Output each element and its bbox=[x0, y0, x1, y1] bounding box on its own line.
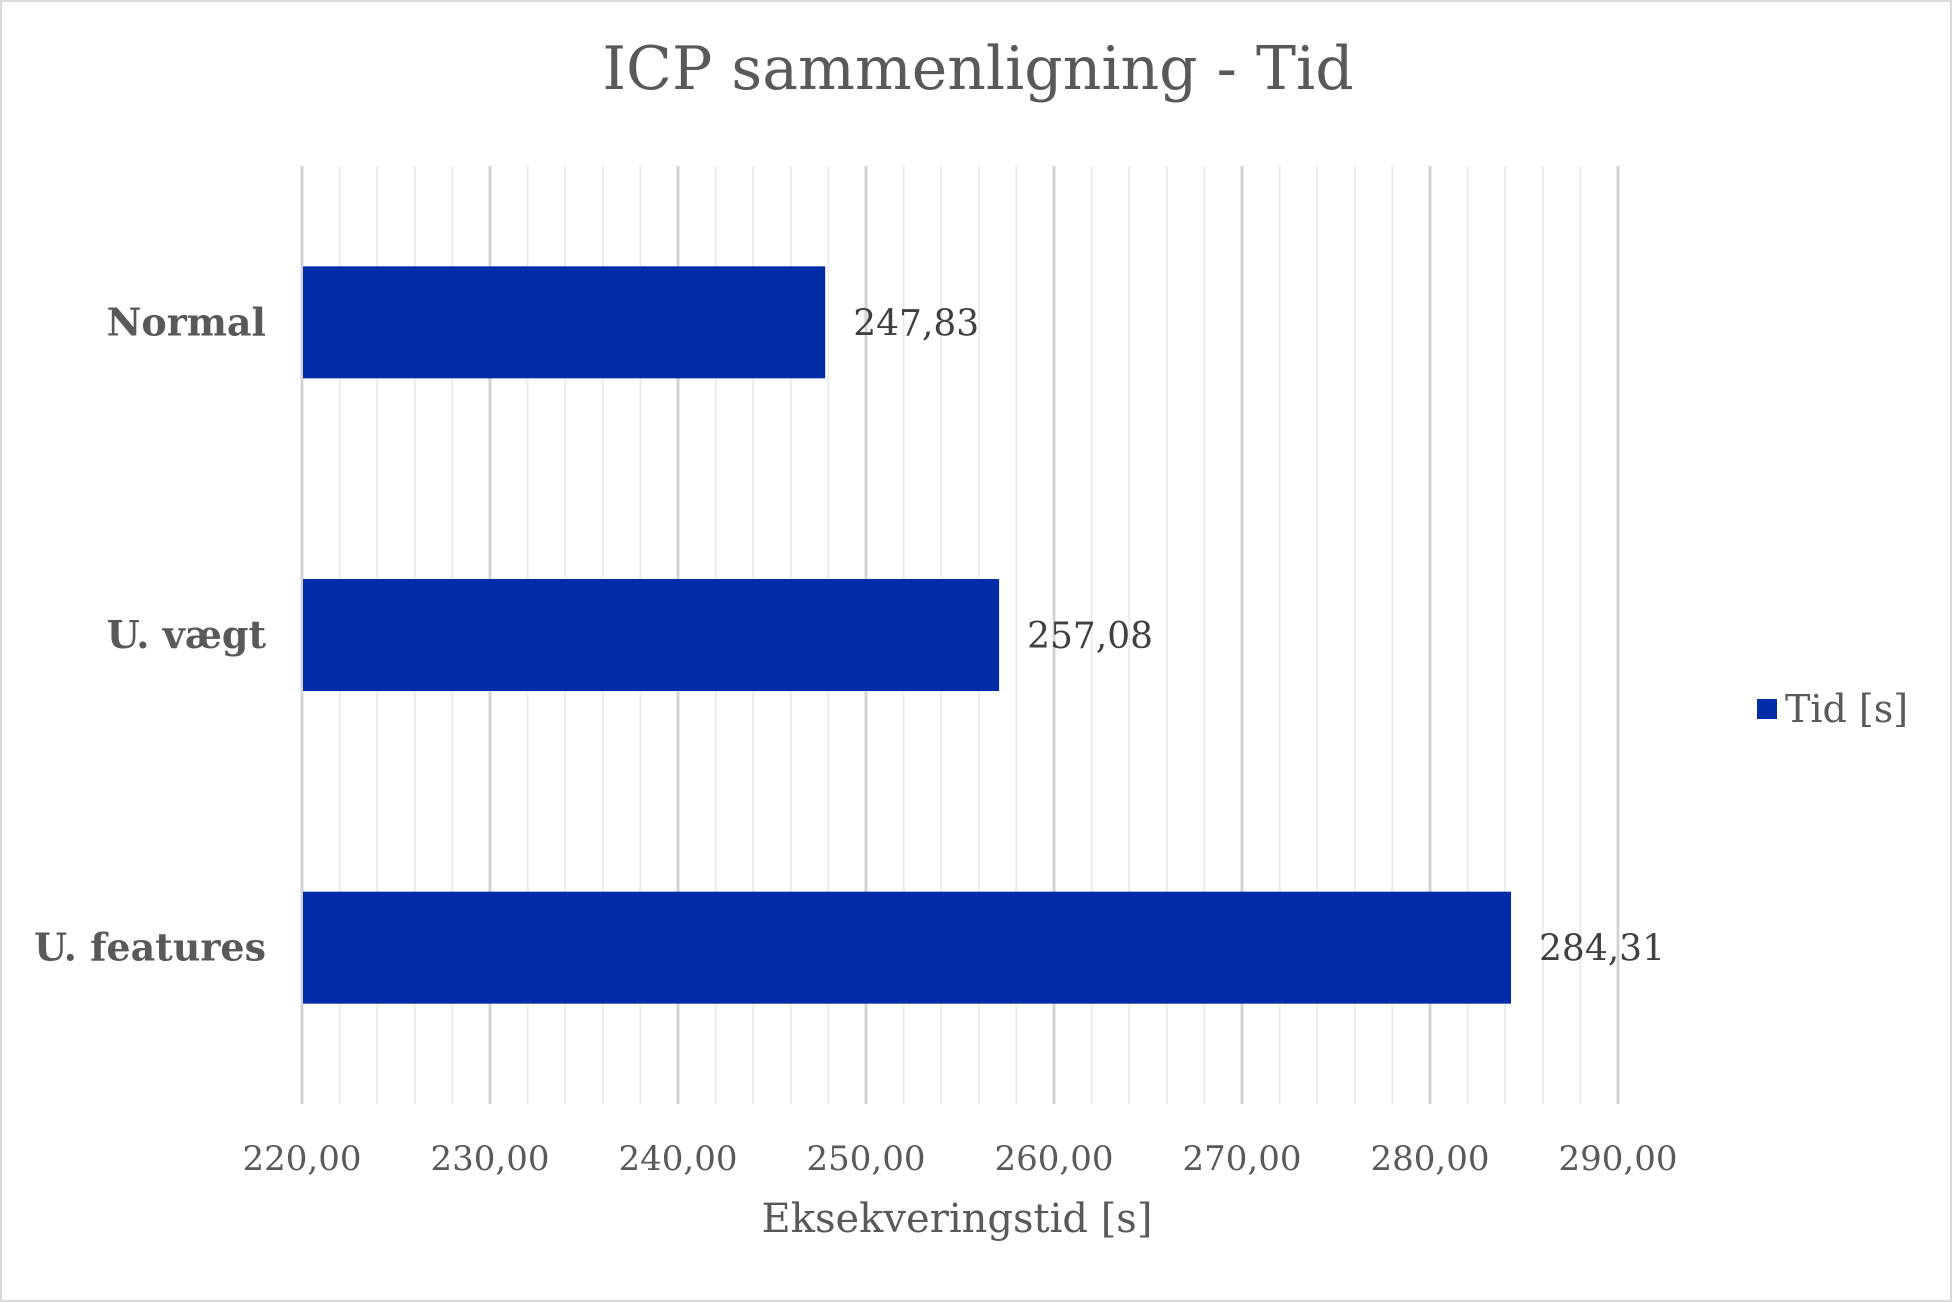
x-axis-title: Eksekveringstid [s] bbox=[762, 1196, 1153, 1242]
bar bbox=[303, 891, 1512, 1004]
data-label: 247,83 bbox=[853, 303, 979, 344]
bar bbox=[303, 579, 1000, 691]
x-tick-label: 240,00 bbox=[619, 1139, 738, 1179]
data-label: 257,08 bbox=[1027, 616, 1153, 657]
x-tick-label: 270,00 bbox=[1183, 1139, 1302, 1179]
data-label: 284,31 bbox=[1539, 929, 1665, 970]
category-label: U. features bbox=[34, 925, 266, 970]
chart-title: ICP sammenligning - Tid bbox=[602, 34, 1354, 104]
x-tick-label: 220,00 bbox=[243, 1139, 362, 1179]
legend-label: Tid [s] bbox=[1785, 687, 1908, 731]
x-tick-label: 260,00 bbox=[995, 1139, 1114, 1179]
x-tick-label: 230,00 bbox=[431, 1139, 550, 1179]
x-tick-label: 250,00 bbox=[807, 1139, 926, 1179]
x-tick-label: 280,00 bbox=[1371, 1139, 1490, 1179]
legend-swatch bbox=[1757, 699, 1777, 719]
category-label: U. vægt bbox=[107, 612, 267, 657]
bar bbox=[303, 266, 826, 379]
legend: Tid [s] bbox=[1757, 687, 1908, 731]
x-tick-label: 290,00 bbox=[1559, 1139, 1678, 1179]
category-label: Normal bbox=[107, 299, 266, 344]
